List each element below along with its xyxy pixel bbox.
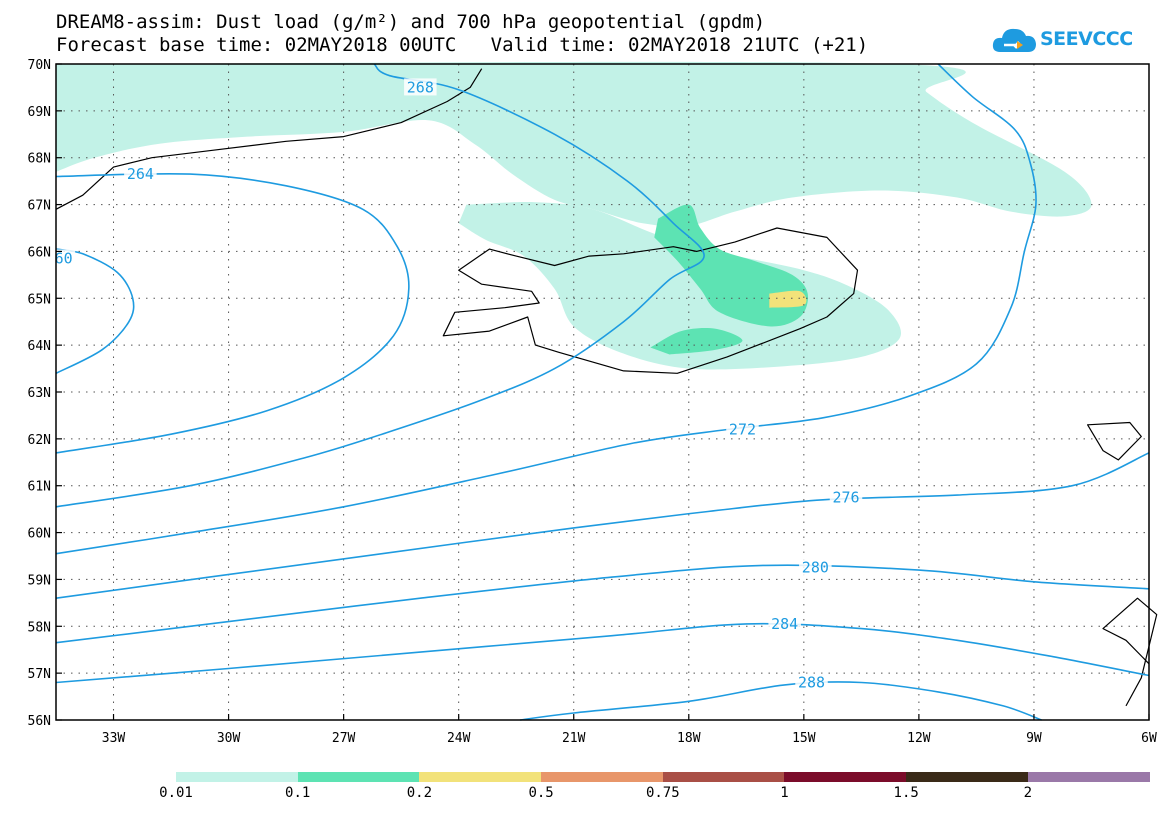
colorbar-label: 1.5 <box>893 785 919 801</box>
dust-area-level-0-2 <box>769 290 807 308</box>
contour-label-bg <box>795 673 828 691</box>
contour-label-bg <box>52 249 76 267</box>
lat-tick-label: 64N <box>28 339 51 354</box>
dust-area-level-0-1-b <box>650 327 743 355</box>
contour-label-276: 276 <box>832 488 859 506</box>
dust-area-level-0-01 <box>56 61 1092 227</box>
contour-line-264 <box>55 172 410 454</box>
contour-label-bg <box>404 78 437 96</box>
colorbar-segment <box>297 772 420 782</box>
coast-iceland <box>442 227 859 374</box>
contour-line-280 <box>55 564 1150 644</box>
cloud-logo-icon <box>992 28 1036 52</box>
contour-line-284 <box>55 622 1150 684</box>
contour-line-260 <box>55 248 135 375</box>
coast-faroes <box>1086 421 1142 461</box>
lon-tick-label: 9W <box>1026 731 1042 746</box>
lon-tick-label: 27W <box>332 731 356 746</box>
colorbar-segment <box>906 772 1028 782</box>
lon-tick-label: 15W <box>792 731 816 746</box>
lat-tick-label: 59N <box>28 573 51 588</box>
colorbar-segment <box>419 772 542 782</box>
contour-line-288 <box>519 681 1042 721</box>
lat-tick-label: 56N <box>28 714 51 729</box>
map-subtitle: Forecast base time: 02MAY2018 00UTC Vali… <box>56 34 869 56</box>
lat-tick-label: 57N <box>28 667 51 682</box>
lat-tick-label: 65N <box>28 292 51 307</box>
colorbar-segment <box>176 772 298 782</box>
dust-layer <box>56 61 1092 370</box>
lon-tick-label: 30W <box>217 731 241 746</box>
lat-tick-label: 70N <box>28 58 51 73</box>
contour-label-288: 288 <box>798 674 825 692</box>
dust-area-level-0-01-b <box>458 202 902 370</box>
colorbar-label: 0.5 <box>528 785 554 801</box>
contour-label-bg <box>124 165 157 183</box>
logo-text: SEEVCCC <box>1040 28 1133 50</box>
colorbar-label: 0.1 <box>285 785 311 801</box>
colorbar-segment <box>541 772 663 782</box>
contour-label-284: 284 <box>771 615 798 633</box>
contour-label-260: 60 <box>55 249 73 267</box>
coast-scotland <box>1102 597 1158 707</box>
lat-tick-label: 62N <box>28 433 51 448</box>
coast-greenland <box>55 68 483 210</box>
lat-tick-label: 61N <box>28 480 51 495</box>
colorbar-label: 2 <box>1023 785 1033 801</box>
contour-line-272 <box>55 63 1037 555</box>
lat-tick-label: 63N <box>28 386 51 401</box>
lat-tick-label: 68N <box>28 152 51 167</box>
lon-tick-label: 12W <box>907 731 931 746</box>
lon-tick-label: 6W <box>1141 731 1157 746</box>
lon-tick-label: 21W <box>562 731 586 746</box>
lat-tick-label: 60N <box>28 527 51 542</box>
map-title: DREAM8-assim: Dust load (g/m²) and 700 h… <box>56 11 766 33</box>
contour-label-268: 268 <box>407 78 434 96</box>
contour-line-268 <box>55 63 705 508</box>
colorbar-segment <box>1027 772 1150 782</box>
colorbar-label: 1 <box>780 785 789 801</box>
contour-label-280: 280 <box>802 559 829 577</box>
colorbar-segment <box>662 772 785 782</box>
lon-tick-label: 33W <box>102 731 126 746</box>
contour-line-276 <box>55 452 1150 599</box>
geopotential-contours: 60 264 268 272 276 280 284 288 <box>52 63 1150 721</box>
contour-label-bg <box>829 488 863 506</box>
lon-tick-label: 24W <box>447 731 471 746</box>
coastlines <box>55 68 1158 707</box>
lat-tick-label: 67N <box>28 199 51 214</box>
contour-label-bg <box>768 614 801 632</box>
colorbar <box>176 772 1150 782</box>
colorbar-label: 0.2 <box>406 785 433 801</box>
colorbar-label: 0.75 <box>645 785 680 801</box>
lat-tick-label: 66N <box>28 245 51 260</box>
lat-tick-label: 69N <box>28 105 51 120</box>
colorbar-label: 0.01 <box>159 785 193 801</box>
lon-tick-label: 18W <box>677 731 701 746</box>
contour-label-264: 264 <box>127 165 154 183</box>
colorbar-segment <box>784 772 907 782</box>
contour-label-272: 272 <box>729 420 756 438</box>
contour-label-bg <box>726 420 759 438</box>
contour-label-bg <box>799 558 832 576</box>
lat-tick-label: 58N <box>28 620 51 635</box>
axis-ticks: 33W 30W 27W 24W 21W 18W 15W 12W 9W 6W 70N 69N 68N 67N… <box>28 58 1157 746</box>
